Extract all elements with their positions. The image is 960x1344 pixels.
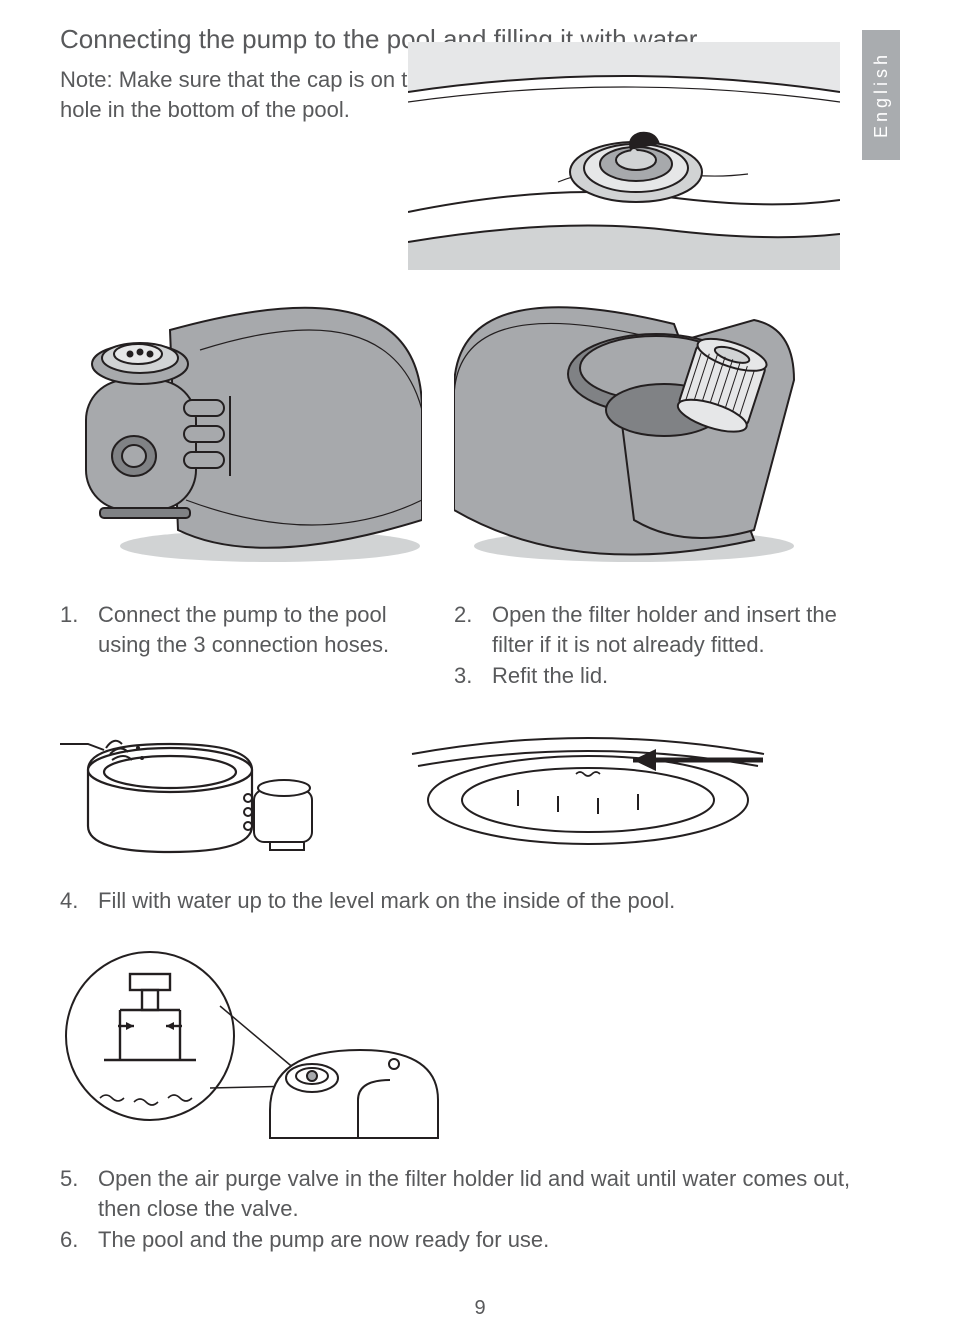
step-block-1: 1. Connect the pump to the pool using th… (60, 600, 420, 661)
step-6: 6. The pool and the pump are now ready f… (60, 1225, 880, 1255)
step-4-num: 4. (60, 886, 88, 916)
fill-water-illustration (60, 730, 360, 860)
air-purge-illustration (60, 950, 440, 1140)
step-5: 5. Open the air purge valve in the filte… (60, 1164, 880, 1223)
language-label: English (871, 51, 892, 138)
drain-cap-illustration (408, 42, 840, 270)
step-6-num: 6. (60, 1225, 88, 1255)
step-5-num: 5. (60, 1164, 88, 1223)
note-label: Note: (60, 67, 113, 92)
step-block-4: 4. Fill with water up to the level mark … (60, 886, 820, 918)
language-tab: English (862, 30, 900, 160)
step-6-text: The pool and the pump are now ready for … (98, 1225, 549, 1255)
page-number: 9 (0, 1297, 960, 1320)
step-1: 1. Connect the pump to the pool using th… (60, 600, 420, 659)
step-2-text: Open the filter holder and insert the fi… (492, 600, 854, 659)
step-3-num: 3. (454, 661, 482, 691)
step-3-text: Refit the lid. (492, 661, 608, 691)
filter-holder-illustration (454, 300, 816, 572)
step-block-5-6: 5. Open the air purge valve in the filte… (60, 1164, 880, 1257)
step-4-text: Fill with water up to the level mark on … (98, 886, 675, 916)
step-2-num: 2. (454, 600, 482, 659)
level-mark-illustration (408, 730, 768, 850)
pump-connection-illustration (60, 300, 422, 572)
step-3: 3. Refit the lid. (454, 661, 854, 691)
step-1-num: 1. (60, 600, 88, 659)
step-4: 4. Fill with water up to the level mark … (60, 886, 820, 916)
step-5-text: Open the air purge valve in the filter h… (98, 1164, 880, 1223)
step-1-text: Connect the pump to the pool using the 3… (98, 600, 420, 659)
step-2: 2. Open the filter holder and insert the… (454, 600, 854, 659)
step-block-2-3: 2. Open the filter holder and insert the… (454, 600, 854, 693)
